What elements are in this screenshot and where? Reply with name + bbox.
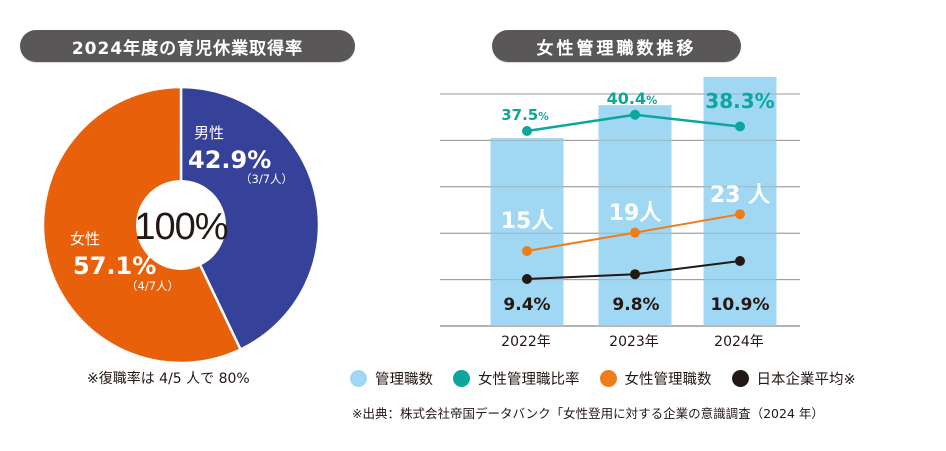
female-count-label: （4/7人）	[126, 279, 179, 293]
female-manager-count-point-2023年	[630, 227, 640, 238]
x-tick-label: 2022年	[501, 334, 551, 350]
average-label-2023年: 9.8%	[612, 295, 659, 315]
japan-average-point-2022年	[522, 274, 532, 284]
average-label-2022年: 9.4%	[503, 295, 550, 315]
average-label-2024年: 10.9%	[711, 295, 770, 315]
ratio-label-2022年: 37.5%	[501, 106, 549, 124]
bar-chart-title: 女性管理職数推移	[492, 30, 741, 62]
pie-center-hole	[136, 180, 226, 270]
pie-center-label: 100%	[134, 206, 227, 248]
legend-label: 日本企業平均※	[756, 372, 856, 388]
female-manager-count-point-2024年	[735, 209, 745, 220]
bar-2024年	[703, 77, 777, 326]
count-label-2022年: 15人	[501, 209, 554, 234]
legend-item: 女性管理職数	[599, 368, 712, 389]
legend-label: 管理職数	[375, 372, 433, 388]
japan-average-point-2023年	[630, 269, 640, 280]
legend-swatch-icon	[599, 370, 617, 387]
male-label: 男性	[194, 124, 224, 142]
chart-legend: 管理職数 女性管理職比率 女性管理職数 日本企業平均※	[350, 368, 856, 389]
pie-slice-male	[179, 85, 321, 352]
female-manager-ratio-point-2023年	[630, 109, 640, 120]
ratio-label-2024年: 38.3%	[705, 89, 774, 113]
legend-label: 女性管理職比率	[478, 372, 580, 388]
pie-chart: 100% 男性 42.9%（3/7人） 女性 57.1%（4/7人）	[41, 85, 321, 365]
female-manager-ratio-point-2024年	[735, 121, 745, 132]
legend-item: 管理職数	[350, 368, 433, 389]
x-tick-label: 2023年	[609, 334, 659, 350]
legend-swatch-icon	[731, 370, 749, 387]
count-label-2023年: 19人	[609, 201, 662, 226]
pie-chart-title: 2024年度の育児休業取得率	[20, 30, 355, 62]
legend-item: 日本企業平均※	[731, 368, 856, 389]
return-rate-note: ※復職率は 4/5 人で 80%	[87, 371, 250, 387]
legend-swatch-icon	[350, 370, 367, 387]
female-percent-label: 57.1%	[73, 252, 156, 280]
x-tick-label: 2024年	[714, 334, 764, 350]
bar-2022年	[490, 138, 564, 326]
source-note: ※出典：株式会社帝国データバンク「女性登用に対する企業の意識調査（2024 年）	[352, 406, 824, 421]
male-count-label: （3/7人）	[240, 172, 293, 186]
japan-average-point-2024年	[735, 256, 745, 266]
bar-2023年	[598, 105, 672, 326]
bar-line-chart: 37.5% 40.4% 38.3% 15人 19人 23 人 9.4% 9.8% 10.9% 20…	[440, 77, 800, 350]
male-percent-label: 42.9%	[188, 146, 271, 174]
female-label: 女性	[70, 230, 100, 248]
legend-item: 女性管理職比率	[453, 368, 580, 389]
legend-swatch-icon	[453, 370, 470, 387]
ratio-label-2023年: 40.4%	[607, 89, 658, 108]
female-manager-count-point-2022年	[522, 246, 532, 256]
count-label-2024年: 23 人	[710, 183, 770, 208]
female-manager-ratio-point-2022年	[522, 126, 532, 136]
legend-label: 女性管理職数	[624, 372, 712, 388]
